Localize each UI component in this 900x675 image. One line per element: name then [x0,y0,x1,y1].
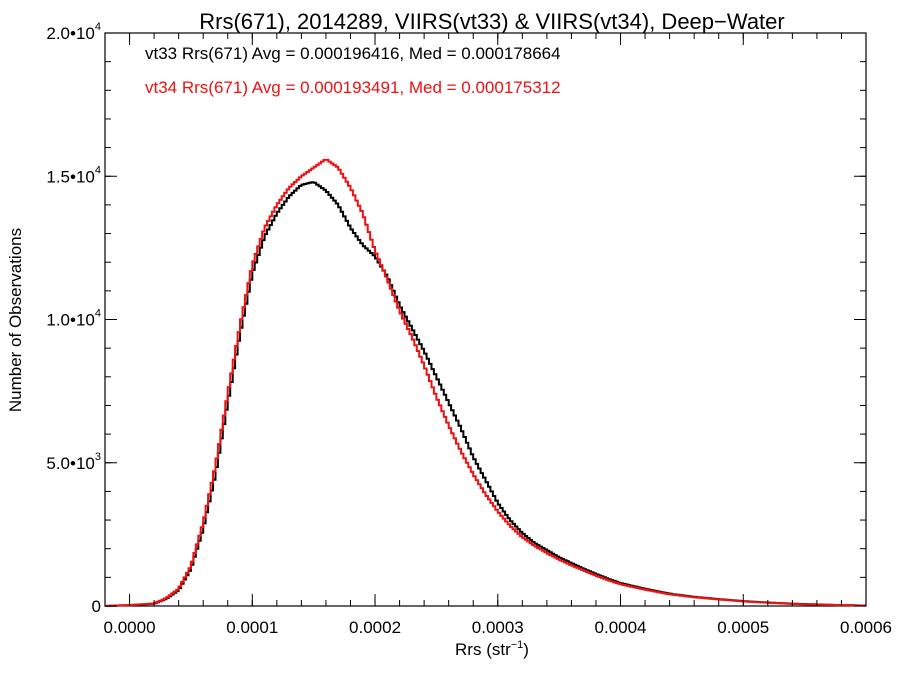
plot-border [104,32,867,607]
annotation-vt33: vt33 Rrs(671) Avg = 0.000196416, Med = 0… [145,44,561,63]
chart-title: Rrs(671), 2014289, VIIRS(vt33) & VIIRS(v… [199,9,784,34]
y-tick-label: 2.0•104 [46,21,101,43]
annotation-vt34: vt34 Rrs(671) Avg = 0.000193491, Med = 0… [145,78,561,97]
series-vt34-line [105,158,866,607]
x-tick-label: 0.0004 [595,618,647,637]
series-vt33-line [105,181,866,607]
y-tick-label: 0 [92,597,101,616]
x-axis: 0.0000 0.0001 0.0002 0.0003 0.0004 0.0005 0.00… [104,33,892,637]
x-axis-label: Rrs (str−1) [455,639,529,659]
y-tick-label: 1.5•104 [46,164,101,186]
plot-area [104,32,867,607]
y-axis-label: Number of Observations [6,228,25,412]
x-tick-label: 0.0003 [472,618,524,637]
x-tick-label: 0.0000 [104,618,156,637]
y-axis: 0 5.0•103 1.0•104 1.5•104 2.0•104 [46,21,866,616]
x-tick-label: 0.0005 [717,618,769,637]
y-tick-label: 5.0•103 [46,451,101,473]
x-tick-label: 0.0001 [226,618,278,637]
x-tick-label: 0.0002 [349,618,401,637]
annotation-layer: vt33 Rrs(671) Avg = 0.000196416, Med = 0… [145,44,561,97]
x-tick-label: 0.0006 [840,618,892,637]
y-tick-label: 1.0•104 [46,308,101,330]
series-layer [105,158,866,607]
